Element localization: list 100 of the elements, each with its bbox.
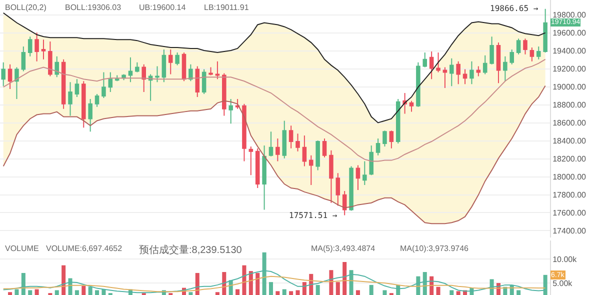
candlestick <box>510 48 514 65</box>
annotation: 17571.51 → <box>289 211 338 220</box>
annotation: BOLL:19306.03 <box>65 3 122 12</box>
y-tick-label: 19000.00 <box>552 82 587 92</box>
y-tick-label: 18200.00 <box>552 154 587 164</box>
candlestick <box>362 160 367 186</box>
candlestick <box>1 62 6 87</box>
candlestick <box>516 38 521 55</box>
candlestick <box>61 58 66 110</box>
candlestick <box>255 148 260 188</box>
candlestick <box>523 38 528 55</box>
candlestick <box>302 135 307 167</box>
candlestick <box>296 133 300 152</box>
line-series <box>2 58 546 162</box>
candlestick <box>462 68 468 85</box>
candlestick <box>162 48 166 83</box>
candlestick <box>530 46 534 62</box>
y-tick-label: 17600.00 <box>552 208 587 218</box>
candlestick <box>476 66 481 77</box>
y-tick-label: 18400.00 <box>552 136 587 146</box>
candlestick <box>288 125 294 149</box>
line-series <box>2 12 546 124</box>
candlestick <box>450 58 454 87</box>
line-series <box>2 85 546 224</box>
y-tick-label: 19600.00 <box>552 28 587 38</box>
candlestick <box>102 72 106 98</box>
candlestick <box>228 98 233 124</box>
candlestick <box>349 166 354 212</box>
candlestick <box>442 66 448 89</box>
candlestick <box>14 66 19 100</box>
candlestick <box>282 120 287 159</box>
candlestick <box>490 36 494 65</box>
candlestick <box>202 68 206 94</box>
annotation: MA(10):3,973.9746 <box>400 244 470 253</box>
y-tick-label: 10.00k <box>552 254 578 264</box>
y-tick-label: 17400.00 <box>552 226 587 236</box>
candlestick <box>276 138 280 162</box>
candlestick <box>376 138 380 156</box>
candlestick <box>322 138 327 158</box>
line-series <box>2 276 546 292</box>
candlestick <box>503 56 508 82</box>
candlestick <box>356 164 360 190</box>
candlestick <box>416 62 420 108</box>
annotation: UB:19600.14 <box>139 3 186 12</box>
candlestick <box>68 82 72 116</box>
candlestick <box>482 54 488 75</box>
candlestick <box>470 60 474 85</box>
y-tick-label: 19400.00 <box>552 46 587 56</box>
candlestick <box>389 130 394 149</box>
candlestick <box>369 144 374 176</box>
candlestick <box>308 154 314 186</box>
candlestick <box>195 66 200 98</box>
candlestick <box>41 39 46 60</box>
annotation: VOLUME:6,697.4652 <box>46 244 123 253</box>
y-tick-label: 18600.00 <box>552 118 587 128</box>
candlestick <box>108 72 113 93</box>
candlestick <box>135 62 140 73</box>
annotation: VOLUME <box>5 244 39 253</box>
candlestick <box>329 150 334 204</box>
candlestick <box>28 36 32 57</box>
y-tick-label: 19800.00 <box>552 10 587 20</box>
y-tick-label: 17800.00 <box>552 190 587 200</box>
candlestick <box>114 74 120 82</box>
candlestick <box>48 41 52 77</box>
candlestick <box>456 60 460 85</box>
candlestick <box>155 66 160 83</box>
candlestick <box>94 94 100 108</box>
candlestick <box>409 100 414 112</box>
candlestick <box>175 52 180 66</box>
candlestick <box>268 131 274 157</box>
candlestick <box>396 98 400 144</box>
candlestick <box>82 80 86 128</box>
candlestick <box>496 42 501 84</box>
candlestick <box>382 130 387 147</box>
candlestick <box>342 190 347 216</box>
candlestick <box>429 50 434 80</box>
y-tick-label: 18000.00 <box>552 172 587 182</box>
candlestick <box>208 66 213 76</box>
candlestick <box>128 56 133 83</box>
candlestick <box>142 64 146 93</box>
annotation: 19866.65 → <box>490 4 538 13</box>
candlestick <box>316 140 320 171</box>
candlestick <box>21 46 26 72</box>
candlestick <box>215 60 220 80</box>
candlestick <box>402 92 407 114</box>
candlestick <box>248 146 254 176</box>
candlestick <box>182 52 186 82</box>
candlestick <box>34 32 39 62</box>
y-tick-label: 18800.00 <box>552 100 587 110</box>
candlestick <box>168 48 173 75</box>
candlestick <box>422 52 428 68</box>
candlestick <box>8 64 12 90</box>
candlestick <box>242 103 246 162</box>
y-tick-label: 5.00k <box>552 278 574 288</box>
annotation: MA(5):3,493.4874 <box>311 244 376 253</box>
candlestick <box>148 74 153 102</box>
candlestick <box>235 98 240 110</box>
annotation: BOLL(20,2) <box>5 3 47 12</box>
candlestick <box>54 56 60 78</box>
annotation: 预估成交量:8,239.5130 <box>139 244 242 256</box>
